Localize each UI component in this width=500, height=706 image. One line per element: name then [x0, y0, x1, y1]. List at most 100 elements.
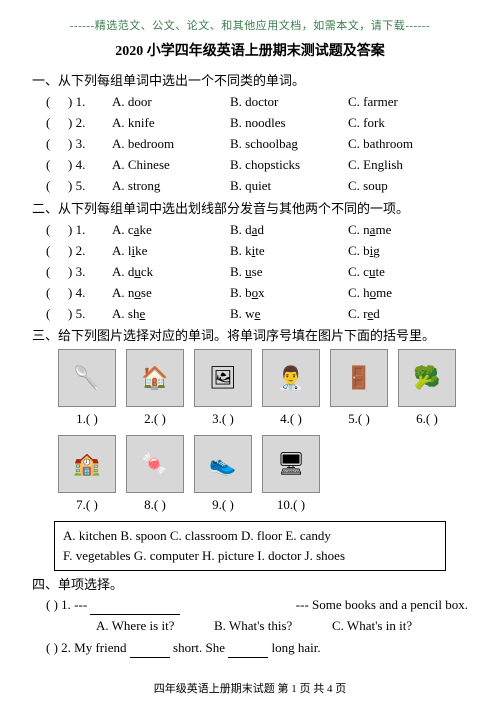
- opt-b: B. use: [230, 262, 348, 282]
- opt-a: A. knife: [112, 113, 230, 133]
- paren: (: [32, 113, 68, 133]
- q1-c: C. What's in it?: [332, 616, 468, 636]
- close-num: ) 5.: [68, 176, 112, 196]
- img-box: 🥄: [58, 349, 116, 407]
- opt-b: B. schoolbag: [230, 134, 348, 154]
- image-grid: 🥄1.( )🏠2.( )🖼3.( )👨‍⚕️4.( )🚪5.( )🥦6.( )🏫…: [32, 349, 468, 515]
- img-label: 6.( ): [416, 409, 438, 429]
- img-box: 👟: [194, 435, 252, 493]
- img-label: 9.( ): [212, 495, 234, 515]
- paren: (: [32, 283, 68, 303]
- img-box: 🚪: [330, 349, 388, 407]
- q2-mid: short. She: [173, 638, 225, 658]
- s2-row: () 1.A. cakeB. dadC. name: [32, 220, 468, 240]
- q2: ( ) 2. My friend short. She long hair.: [32, 638, 468, 658]
- s2-row: () 5.A. sheB. weC. red: [32, 304, 468, 324]
- close-num: ) 4.: [68, 155, 112, 175]
- img-label: 10.( ): [277, 495, 305, 515]
- img-box: 🖼: [194, 349, 252, 407]
- q2-blank1: [130, 638, 170, 658]
- section-1-heading: 一、从下列每组单词中选出一个不同类的单词。: [32, 71, 468, 91]
- q1-blank: [90, 595, 180, 615]
- opt-b: B. we: [230, 304, 348, 324]
- img-item: 🍬8.( ): [126, 435, 184, 515]
- q1-a: A. Where is it?: [96, 616, 214, 636]
- opt-a: A. she: [112, 304, 230, 324]
- paren: (: [32, 262, 68, 282]
- opt-a: A. duck: [112, 262, 230, 282]
- opt-b: B. quiet: [230, 176, 348, 196]
- section-2-heading: 二、从下列每组单词中选出划线部分发音与其他两个不同的一项。: [32, 199, 468, 219]
- opt-a: A. cake: [112, 220, 230, 240]
- paren: (: [32, 304, 68, 324]
- opt-b: B. dad: [230, 220, 348, 240]
- img-item: 🥦6.( ): [398, 349, 456, 429]
- opt-b: B. box: [230, 283, 348, 303]
- img-item: 🏠2.( ): [126, 349, 184, 429]
- paren: (: [32, 220, 68, 240]
- bank-line-1: A. kitchen B. spoon C. classroom D. floo…: [63, 526, 437, 546]
- img-label: 4.( ): [280, 409, 302, 429]
- opt-c: C. farmer: [348, 92, 468, 112]
- opt-a: A. bedroom: [112, 134, 230, 154]
- q1: ( ) 1. --- --- Some books and a pencil b…: [32, 595, 468, 615]
- img-label: 3.( ): [212, 409, 234, 429]
- img-item: 🏫7.( ): [58, 435, 116, 515]
- footer: 四年级英语上册期末试题 第 1 页 共 4 页: [0, 681, 500, 698]
- img-label: 7.( ): [76, 495, 98, 515]
- paren: (: [32, 241, 68, 261]
- close-num: ) 1.: [68, 92, 112, 112]
- q1-label: ( ) 1. ---: [46, 595, 87, 615]
- opt-b: B. noodles: [230, 113, 348, 133]
- s1-row: () 2.A. knifeB. noodlesC. fork: [32, 113, 468, 133]
- page: ------精选范文、公文、论文、和其他应用文档，如需本文，请下载------ …: [0, 0, 500, 706]
- img-label: 8.( ): [144, 495, 166, 515]
- section-4-heading: 四、单项选择。: [32, 575, 468, 595]
- s2-row: () 3.A. duckB. useC. cute: [32, 262, 468, 282]
- img-item: 🖥10.( ): [262, 435, 320, 515]
- img-item: 🥄1.( ): [58, 349, 116, 429]
- q1-b: B. What's this?: [214, 616, 332, 636]
- close-num: ) 3.: [68, 134, 112, 154]
- opt-c: C. red: [348, 304, 468, 324]
- img-box: 🖥: [262, 435, 320, 493]
- img-item: 🖼3.( ): [194, 349, 252, 429]
- paren: (: [32, 155, 68, 175]
- opt-c: C. fork: [348, 113, 468, 133]
- img-box: 👨‍⚕️: [262, 349, 320, 407]
- img-label: 2.( ): [144, 409, 166, 429]
- close-num: ) 2.: [68, 241, 112, 261]
- opt-a: A. nose: [112, 283, 230, 303]
- title: 2020 小学四年级英语上册期末测试题及答案: [32, 41, 468, 63]
- close-num: ) 3.: [68, 262, 112, 282]
- img-label: 1.( ): [76, 409, 98, 429]
- opt-b: B. chopsticks: [230, 155, 348, 175]
- opt-b: B. kite: [230, 241, 348, 261]
- opt-c: C. name: [348, 220, 468, 240]
- img-item: 🚪5.( ): [330, 349, 388, 429]
- opt-c: C. soup: [348, 176, 468, 196]
- opt-b: B. doctor: [230, 92, 348, 112]
- close-num: ) 4.: [68, 283, 112, 303]
- top-note: ------精选范文、公文、论文、和其他应用文档，如需本文，请下载------: [32, 18, 468, 35]
- paren: (: [32, 176, 68, 196]
- opt-c: C. home: [348, 283, 468, 303]
- paren: (: [32, 92, 68, 112]
- s1-row: () 1.A. doorB. doctorC. farmer: [32, 92, 468, 112]
- img-box: 🍬: [126, 435, 184, 493]
- section-3-heading: 三、给下列图片选择对应的单词。将单词序号填在图片下面的括号里。: [32, 326, 468, 346]
- opt-c: C. big: [348, 241, 468, 261]
- section-2-rows: () 1.A. cakeB. dadC. name() 2.A. likeB. …: [32, 220, 468, 325]
- opt-c: C. English: [348, 155, 468, 175]
- word-bank: A. kitchen B. spoon C. classroom D. floo…: [54, 521, 446, 571]
- paren: (: [32, 134, 68, 154]
- section-1-rows: () 1.A. doorB. doctorC. farmer() 2.A. kn…: [32, 92, 468, 197]
- img-box: 🥦: [398, 349, 456, 407]
- q2-tail: long hair.: [272, 638, 321, 658]
- img-box: 🏫: [58, 435, 116, 493]
- img-box: 🏠: [126, 349, 184, 407]
- opt-a: A. like: [112, 241, 230, 261]
- close-num: ) 5.: [68, 304, 112, 324]
- close-num: ) 2.: [68, 113, 112, 133]
- opt-a: A. door: [112, 92, 230, 112]
